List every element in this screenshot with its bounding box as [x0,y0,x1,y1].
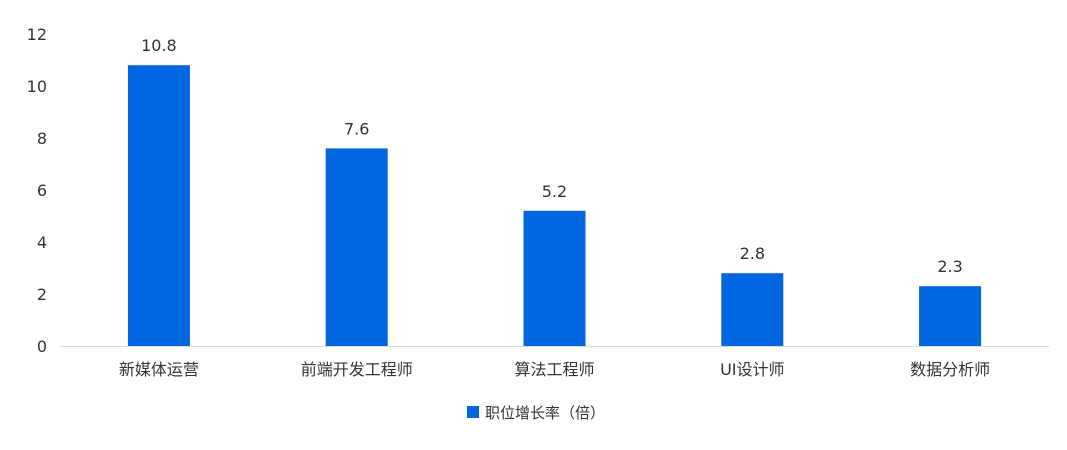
data-label: 10.8 [141,36,177,55]
data-labels: 10.8 7.6 5.2 2.8 2.3 [141,36,963,276]
bar [721,273,784,346]
y-tick-label: 12 [27,25,47,44]
data-label: 5.2 [542,182,567,201]
bar [523,210,586,346]
bars [127,65,982,346]
data-label: 2.8 [740,244,765,263]
y-tick-label: 0 [37,337,47,356]
y-tick-label: 8 [37,129,47,148]
bar [919,286,982,346]
legend-label: 职位增长率（倍） [485,404,605,422]
y-tick-label: 10 [27,77,47,96]
x-tick-label: 数据分析师 [910,360,990,379]
y-tick-label: 2 [37,285,47,304]
x-tick-label: UI设计师 [720,360,784,379]
x-axis: 新媒体运营 前端开发工程师 算法工程师 UI设计师 数据分析师 [119,360,990,379]
y-tick-label: 4 [37,233,47,252]
x-tick-label: 前端开发工程师 [301,360,413,379]
data-label: 7.6 [344,119,369,138]
x-tick-label: 算法工程师 [514,360,594,379]
x-tick-label: 新媒体运营 [119,360,199,379]
data-label: 2.3 [937,257,962,276]
y-axis: 0 2 4 6 8 10 12 [27,25,47,356]
legend: 职位增长率（倍） [467,404,605,422]
bar [325,148,388,346]
bar [127,65,190,346]
y-tick-label: 6 [37,181,47,200]
legend-swatch [467,406,479,418]
